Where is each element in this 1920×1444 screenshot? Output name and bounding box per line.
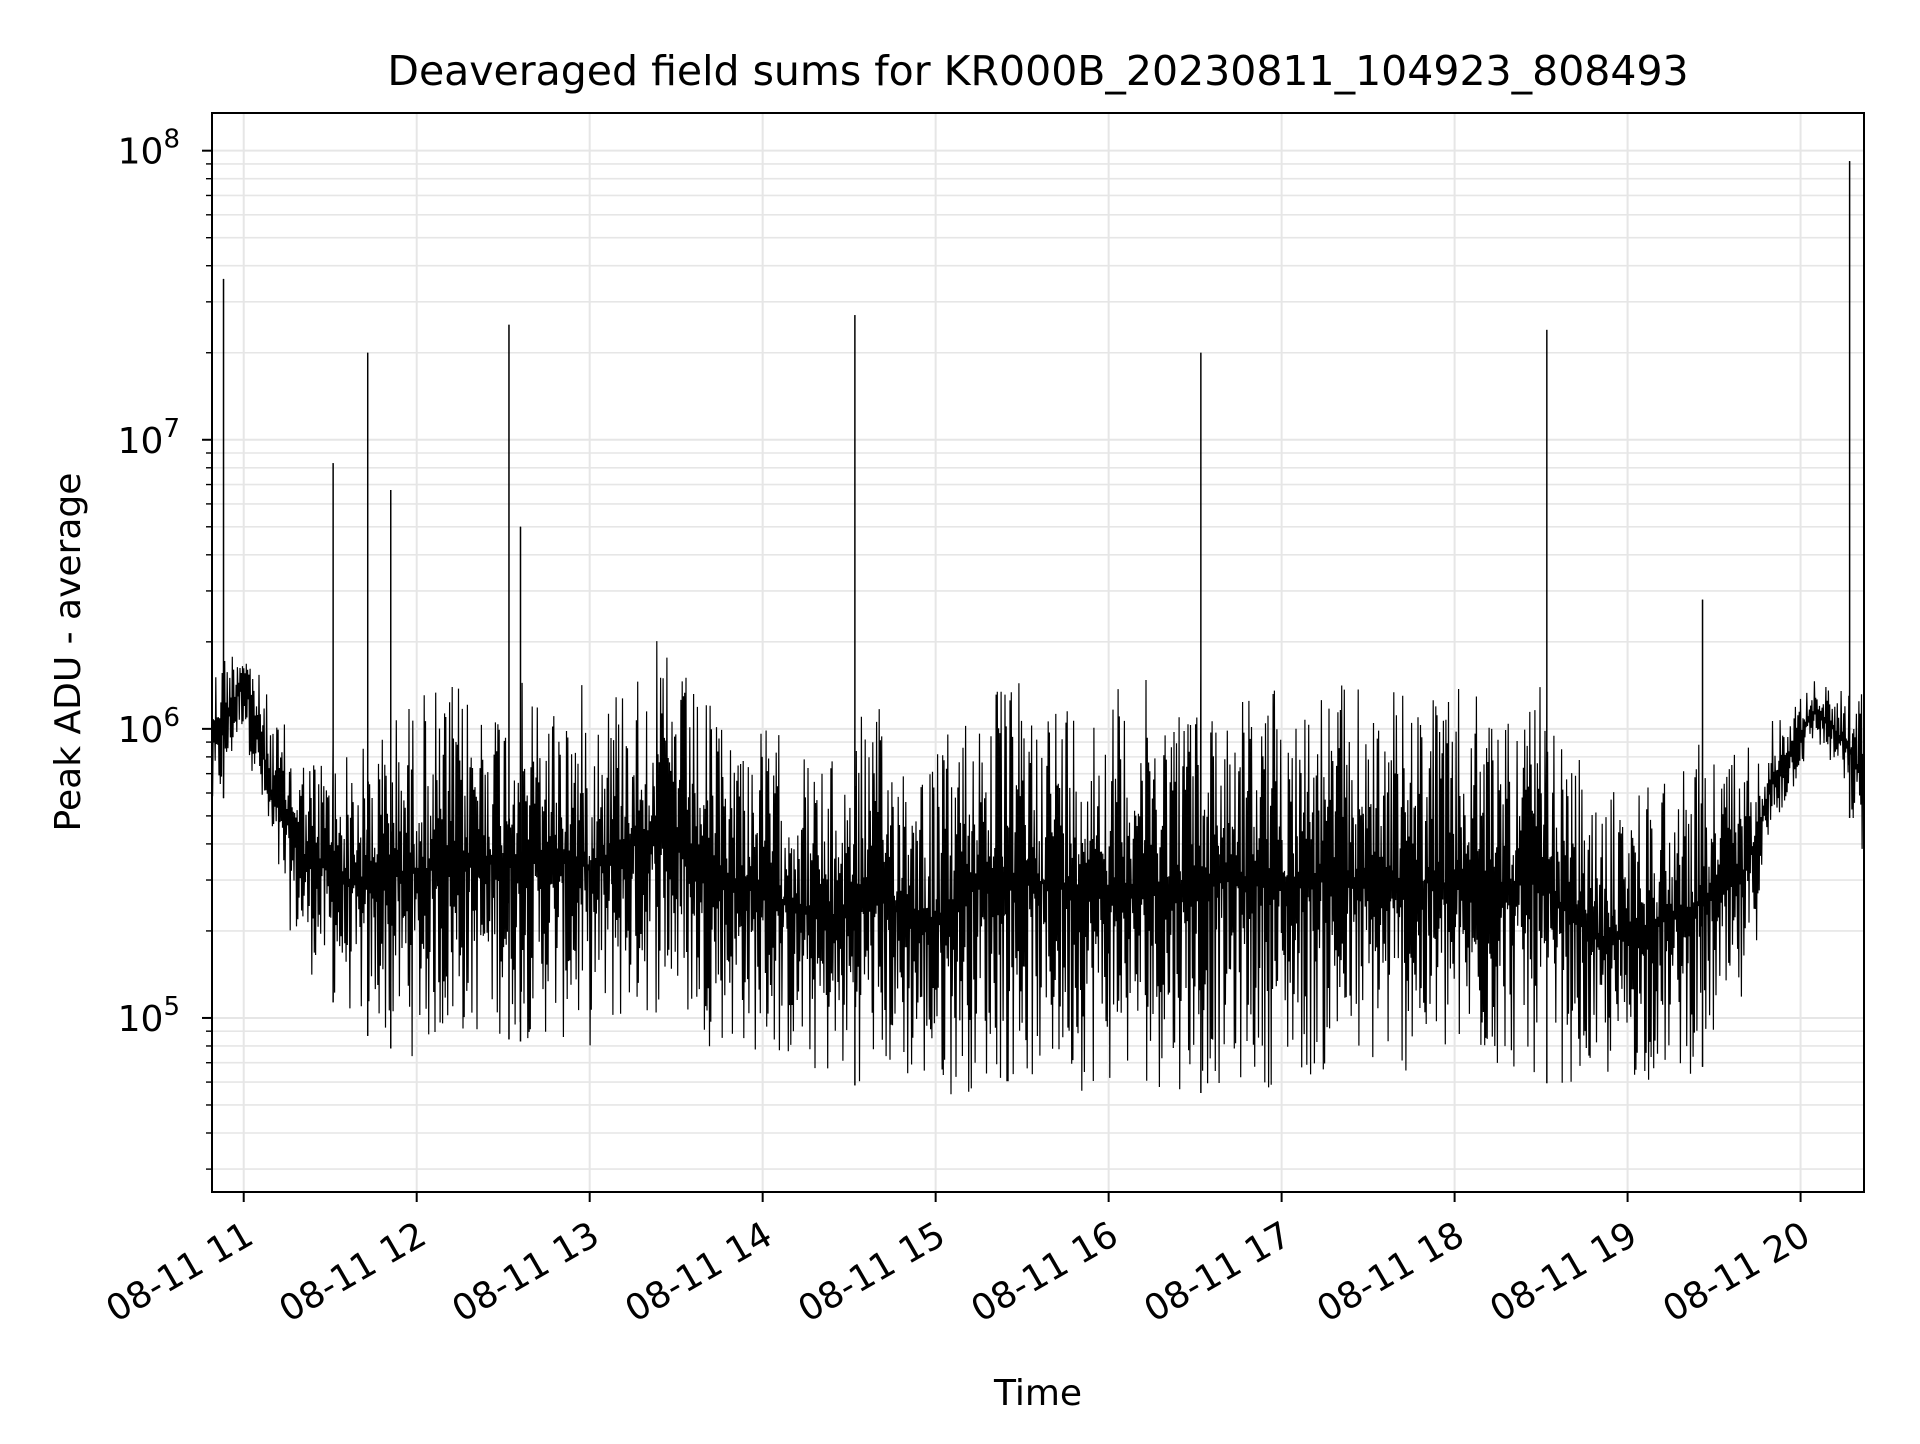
y-axis-ticks: 105 106 107 108 [118, 125, 212, 1170]
series-line [211, 161, 1865, 1095]
y-tick-label: 105 [118, 992, 180, 1040]
y-tick-label: 107 [118, 414, 180, 462]
x-axis-label: Time [993, 1373, 1082, 1414]
y-tick-label: 106 [118, 703, 180, 751]
y-axis-label: Peak ADU - average [48, 473, 89, 832]
data-series [211, 161, 1865, 1095]
y-tick-label: 108 [118, 125, 180, 173]
plot-frame [211, 112, 1865, 1193]
chart-title: Deaveraged field sums for KR000B_2023081… [387, 47, 1688, 95]
